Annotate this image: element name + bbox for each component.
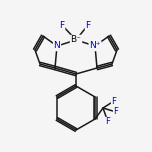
Text: B⁻: B⁻ xyxy=(71,36,81,45)
Text: F: F xyxy=(59,21,65,29)
Text: F: F xyxy=(114,107,118,116)
Text: F: F xyxy=(85,21,91,29)
Text: F: F xyxy=(112,97,116,105)
Text: N: N xyxy=(54,41,60,50)
Text: N⁺: N⁺ xyxy=(89,41,101,50)
Text: F: F xyxy=(105,117,111,126)
